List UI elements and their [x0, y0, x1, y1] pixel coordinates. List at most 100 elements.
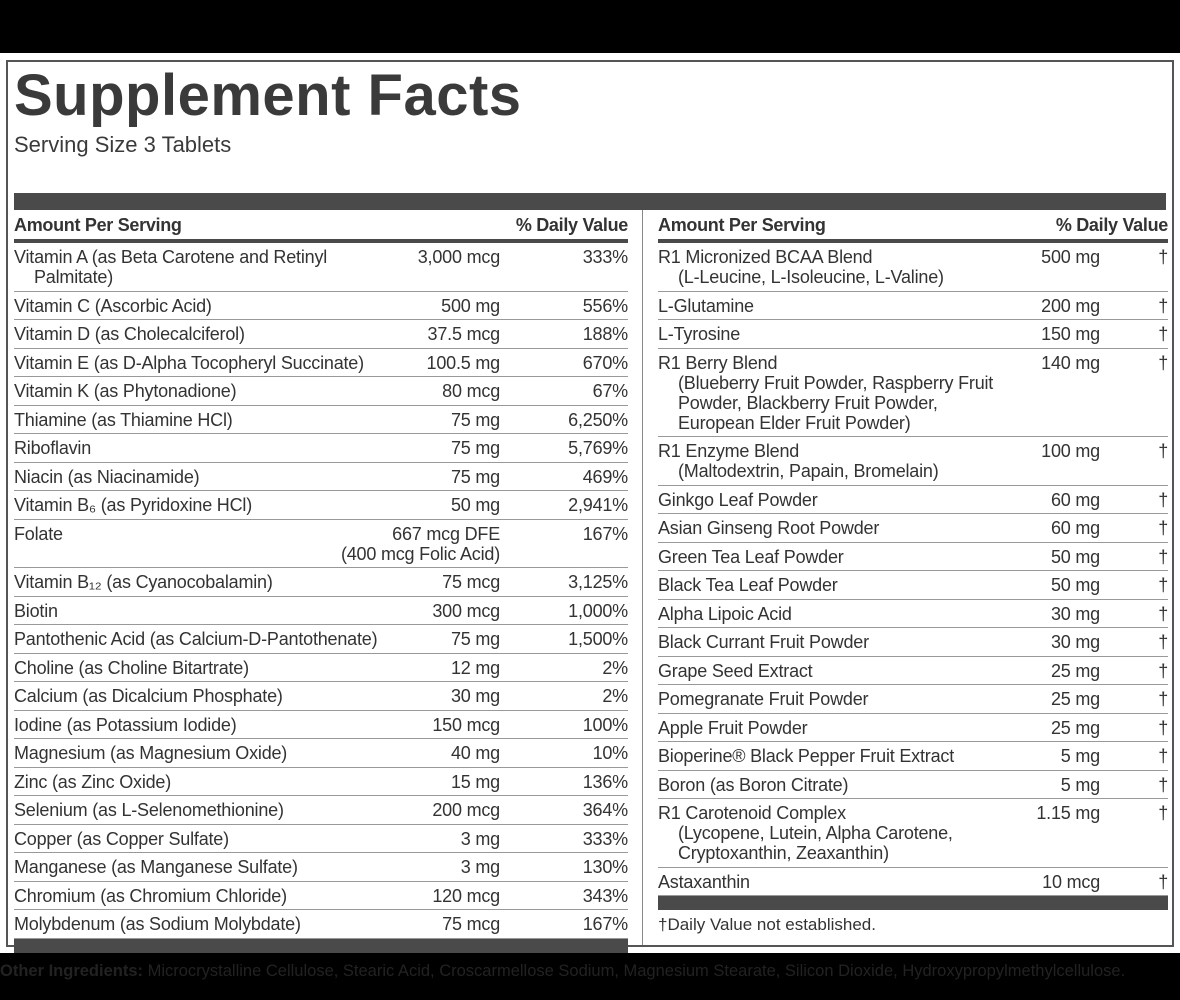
amount-value: 30 mg — [1050, 632, 1100, 652]
daily-value: 1,500% — [568, 629, 628, 649]
table-row: Grape Seed Extract 25 mg † — [658, 657, 1168, 685]
daily-value: † — [1158, 518, 1168, 538]
daily-value: 6,250% — [568, 409, 628, 430]
amount-value: 25 mg — [1050, 660, 1100, 681]
nutrient-name: Iodine (as Potassium Iodide) — [14, 714, 237, 735]
amount: 37.5 mcg — [428, 324, 501, 344]
nutrient-name: Pantothenic Acid (as Calcium-D-Pantothen… — [14, 629, 378, 649]
nutrient-detail: (Maltodextrin, Papain, Bromelain) — [678, 461, 939, 481]
amount-value: 3 mg — [460, 828, 500, 849]
nutrient-name: Black Currant Fruit Powder — [658, 632, 869, 652]
amount-value: 75 mg — [450, 409, 500, 430]
daily-value: 67% — [592, 381, 629, 401]
amount: 25 mg — [1051, 661, 1100, 681]
nutrient-name: Choline (as Choline Bitartrate) — [14, 657, 249, 678]
daily-value: † — [1158, 247, 1168, 267]
table-row: Vitamin E (as D-Alpha Tocopheryl Succina… — [14, 349, 628, 377]
table-row: L-Glutamine 200 mg † — [658, 292, 1168, 320]
amount: 3 mg — [461, 857, 500, 877]
amount-value: 140 mg — [1041, 352, 1100, 373]
left-nutrient-column: Amount Per Serving % Daily Value Vitamin… — [14, 210, 628, 953]
daily-value: 10% — [592, 743, 629, 763]
amount-per-serving-header: Amount Per Serving — [658, 215, 826, 235]
nutrient-name: Biotin — [14, 600, 58, 621]
nutrient-name: R1 Carotenoid Complex — [658, 803, 846, 823]
amount-value: 667 mcg DFE — [392, 523, 500, 544]
nutrient-name: L-Glutamine — [658, 295, 754, 316]
daily-value: † — [1158, 689, 1168, 709]
daily-value: † — [1158, 603, 1168, 624]
amount: 300 mcg — [432, 601, 500, 621]
nutrient-name: Black Tea Leaf Powder — [658, 575, 838, 595]
daily-value: † — [1158, 660, 1168, 681]
table-row: Vitamin C (Ascorbic Acid) 500 mg 556% — [14, 292, 628, 320]
daily-value: † — [1158, 632, 1168, 652]
table-row: Folate 667 mcg DFE (400 mcg Folic Acid) 167… — [14, 520, 628, 568]
other-ingredients: Other Ingredients: Microcrystalline Cell… — [0, 953, 1180, 1000]
table-row: R1 Enzyme Blend (Maltodextrin, Papain, Br… — [658, 437, 1168, 486]
daily-value: † — [1158, 871, 1168, 892]
table-row: Apple Fruit Powder 25 mg † — [658, 714, 1168, 742]
amount-value: 75 mg — [450, 466, 500, 487]
amount-value: 500 mg — [441, 295, 500, 316]
amount-value: 30 mg — [1050, 603, 1100, 624]
table-row: Asian Ginseng Root Powder 60 mg † — [658, 514, 1168, 543]
nutrient-name: Vitamin D (as Cholecalciferol) — [14, 324, 245, 344]
amount: 30 mg — [1051, 604, 1100, 624]
serving-size: Serving Size 3 Tablets — [14, 132, 232, 157]
other-ingredients-text: Microcrystalline Cellulose, Stearic Acid… — [143, 962, 1126, 980]
amount: 120 mcg — [432, 886, 500, 906]
table-row: Vitamin A (as Beta Carotene and Retinyl P… — [14, 243, 628, 292]
amount-value: 12 mg — [450, 657, 500, 678]
amount-value: 60 mg — [1050, 518, 1100, 538]
nutrient-name: Ginkgo Leaf Powder — [658, 489, 818, 510]
amount: 80 mcg — [442, 381, 500, 401]
amount-value: 50 mg — [1050, 575, 1100, 595]
nutrient-name: Calcium (as Dicalcium Phosphate) — [14, 686, 283, 706]
table-row: Calcium (as Dicalcium Phosphate) 30 mg 2% — [14, 682, 628, 711]
daily-value: 136% — [582, 771, 628, 792]
amount: 30 mg — [1051, 632, 1100, 652]
amount: 75 mg — [451, 438, 500, 458]
amount: 75 mcg — [442, 572, 500, 592]
table-row: Vitamin B₁₂ (as Cyanocobalamin) 75 mcg 3,1… — [14, 568, 628, 597]
amount-value: 150 mcg — [432, 714, 500, 735]
nutrient-name: R1 Berry Blend — [658, 352, 778, 373]
daily-value-header: % Daily Value — [515, 215, 628, 235]
amount: 60 mg — [1051, 518, 1100, 538]
nutrient-detail: Palmitate) — [34, 267, 114, 287]
amount-value: 200 mcg — [432, 800, 500, 820]
amount-value: 5 mg — [1060, 774, 1100, 795]
daily-value: 670% — [582, 352, 628, 373]
amount: 75 mg — [451, 410, 500, 430]
amount-value: 25 mg — [1050, 689, 1100, 709]
amount-value: 30 mg — [450, 686, 500, 706]
amount-value: 3,000 mcg — [417, 247, 500, 267]
amount: 1.15 mg — [1036, 803, 1100, 823]
amount-value: 75 mcg — [442, 914, 500, 934]
table-row: Zinc (as Zinc Oxide) 15 mg 136% — [14, 768, 628, 796]
amount-value: 100.5 mg — [426, 352, 501, 373]
amount: 25 mg — [1051, 718, 1100, 738]
table-row: Boron (as Boron Citrate) 5 mg † — [658, 771, 1168, 799]
table-row: R1 Micronized BCAA Blend (L-Leucine, L-Is… — [658, 243, 1168, 292]
amount-value: 40 mg — [450, 743, 500, 763]
nutrient-name: Asian Ginseng Root Powder — [658, 518, 880, 538]
nutrient-name: Thiamine (as Thiamine HCl) — [14, 409, 233, 430]
amount: 200 mg — [1041, 296, 1100, 316]
column-divider — [642, 210, 643, 945]
amount-value: 75 mcg — [442, 572, 500, 592]
nutrient-name: Chromium (as Chromium Chloride) — [14, 885, 287, 906]
table-row: Vitamin K (as Phytonadione) 80 mcg 67% — [14, 377, 628, 406]
daily-value: 2,941% — [568, 495, 628, 515]
right-nutrient-column: Amount Per Serving % Daily Value R1 Micr… — [658, 210, 1168, 935]
table-row: Vitamin B₆ (as Pyridoxine HCl) 50 mg 2,941… — [14, 491, 628, 520]
nutrient-name: Grape Seed Extract — [658, 660, 813, 681]
amount: 667 mcg DFE (400 mcg Folic Acid) — [341, 524, 500, 564]
panel-title: Supplement Facts — [14, 63, 522, 128]
table-row: Magnesium (as Magnesium Oxide) 40 mg 10% — [14, 739, 628, 768]
daily-value: 343% — [582, 885, 628, 906]
amount: 30 mg — [451, 686, 500, 706]
amount: 100 mg — [1041, 441, 1100, 461]
daily-value: 167% — [582, 523, 628, 544]
